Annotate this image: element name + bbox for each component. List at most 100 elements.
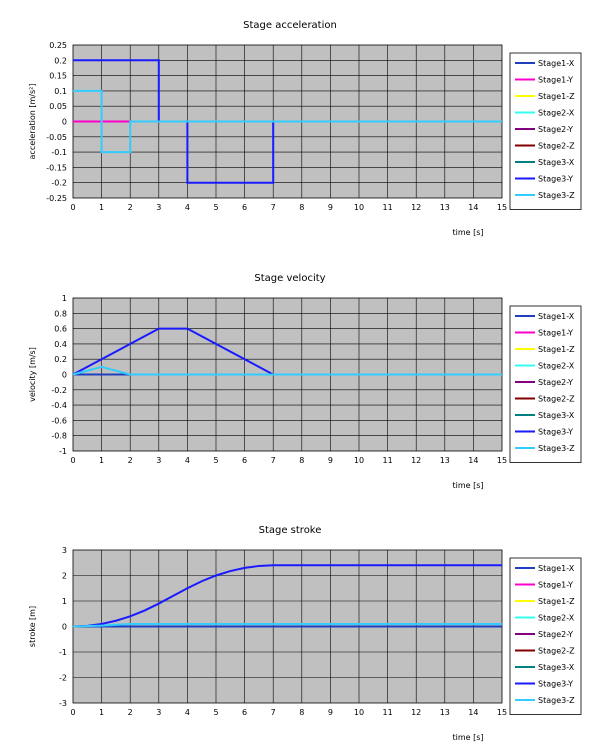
x-tick-label: 5 [213, 456, 218, 465]
x-tick-label: 6 [242, 456, 247, 465]
y-tick-label: 0.6 [54, 325, 67, 334]
x-tick-label: 5 [213, 708, 218, 717]
y-tick-label: -0.6 [51, 416, 67, 425]
y-tick-label: 2 [62, 572, 67, 581]
x-tick-label: 13 [440, 456, 450, 465]
y-tick-label: 1 [62, 294, 67, 303]
x-tick-label: 8 [299, 456, 304, 465]
legend-label: Stage3-Z [538, 444, 575, 453]
legend-label: Stage1-Z [538, 597, 575, 606]
x-axis-label: time [s] [452, 481, 483, 490]
chart-title: Stage acceleration [243, 20, 337, 31]
x-tick-label: 0 [70, 456, 75, 465]
y-tick-label: 0.2 [54, 355, 67, 364]
x-tick-label: 3 [156, 456, 161, 465]
legend-label: Stage1-Y [538, 76, 573, 85]
x-tick-label: 8 [299, 708, 304, 717]
x-tick-label: 1 [99, 203, 104, 212]
legend-label: Stage2-Z [538, 647, 575, 656]
legend-label: Stage3-Z [538, 696, 575, 705]
legend-label: Stage1-Y [538, 581, 573, 590]
x-tick-label: 15 [497, 456, 507, 465]
legend-label: Stage1-Z [538, 345, 575, 354]
x-tick-label: 0 [70, 203, 75, 212]
x-tick-label: 13 [440, 203, 450, 212]
x-tick-label: 14 [468, 203, 478, 212]
x-tick-label: 9 [328, 456, 333, 465]
x-tick-label: 2 [128, 456, 133, 465]
x-tick-label: 2 [128, 708, 133, 717]
legend-label: Stage2-Z [538, 142, 575, 151]
x-tick-label: 10 [354, 203, 364, 212]
y-tick-label: 0 [62, 118, 67, 127]
x-tick-label: 11 [383, 203, 393, 212]
y-tick-label: 0.8 [54, 309, 67, 318]
y-tick-label: -0.25 [46, 194, 67, 203]
legend-label: Stage3-Y [538, 428, 573, 437]
y-tick-label: 0.05 [49, 102, 67, 111]
velocity-chart-panel: Stage velocity 0 1 2 3 4 5 6 7 8 9 10 11 12 13 14 15 1 0.8… [0, 253, 600, 503]
x-tick-label: 13 [440, 708, 450, 717]
x-tick-label: 9 [328, 203, 333, 212]
x-tick-label: 0 [70, 708, 75, 717]
x-tick-label: 7 [271, 708, 276, 717]
legend-label: Stage3-X [538, 158, 575, 167]
y-tick-label: 0.1 [54, 87, 67, 96]
x-tick-label: 6 [242, 708, 247, 717]
x-tick-label: 4 [185, 708, 190, 717]
y-axis-label: acceleration [m/s²] [28, 84, 37, 160]
x-tick-label: 3 [156, 708, 161, 717]
y-tick-label: -1 [59, 648, 67, 657]
x-tick-label: 11 [383, 456, 393, 465]
y-tick-label: -0.15 [46, 163, 67, 172]
legend-label: Stage3-X [538, 411, 575, 420]
legend-label: Stage3-Z [538, 191, 575, 200]
legend-label: Stage3-Y [538, 680, 573, 689]
y-axis-label: stroke [m] [28, 606, 37, 647]
chart-title: Stage stroke [259, 525, 322, 536]
x-tick-label: 4 [185, 456, 190, 465]
legend-label: Stage2-X [538, 614, 575, 623]
legend-label: Stage2-Z [538, 395, 575, 404]
y-tick-label: 0 [62, 623, 67, 632]
x-tick-label: 14 [468, 456, 478, 465]
x-axis-label: time [s] [452, 228, 483, 237]
x-tick-label: 8 [299, 203, 304, 212]
x-tick-label: 14 [468, 708, 478, 717]
x-tick-label: 15 [497, 708, 507, 717]
y-axis-label: velocity [m/s] [28, 347, 37, 402]
series-line-stage3-z [72, 622, 502, 628]
y-tick-label: -0.2 [51, 386, 67, 395]
x-tick-label: 11 [383, 708, 393, 717]
legend-label: Stage2-Y [538, 125, 573, 134]
y-tick-label: 1 [62, 597, 67, 606]
x-tick-label: 10 [354, 456, 364, 465]
x-tick-label: 5 [213, 203, 218, 212]
chart-title: Stage velocity [254, 273, 325, 284]
x-tick-label: 9 [328, 708, 333, 717]
x-tick-label: 4 [185, 203, 190, 212]
y-tick-label: -0.05 [46, 133, 67, 142]
y-tick-label: -1 [59, 447, 67, 456]
x-tick-label: 3 [156, 203, 161, 212]
x-tick-label: 7 [271, 203, 276, 212]
series-line-stage3-y [73, 59, 502, 184]
legend-label: Stage2-X [538, 109, 575, 118]
legend-label: Stage1-X [538, 59, 575, 68]
legend-label: Stage2-X [538, 362, 575, 371]
y-tick-label: 0.25 [49, 41, 67, 50]
legend-label: Stage3-Y [538, 175, 573, 184]
x-tick-label: 6 [242, 203, 247, 212]
legend-label: Stage1-X [538, 564, 575, 573]
legend-label: Stage1-Y [538, 329, 573, 338]
x-tick-label: 12 [411, 456, 421, 465]
legend-label: Stage2-Y [538, 378, 573, 387]
y-tick-label: 0.4 [54, 340, 67, 349]
x-tick-label: 12 [411, 708, 421, 717]
legend-label: Stage1-Z [538, 92, 575, 101]
y-tick-label: -0.1 [51, 148, 67, 157]
x-tick-label: 1 [99, 456, 104, 465]
y-tick-label: -2 [59, 674, 67, 683]
